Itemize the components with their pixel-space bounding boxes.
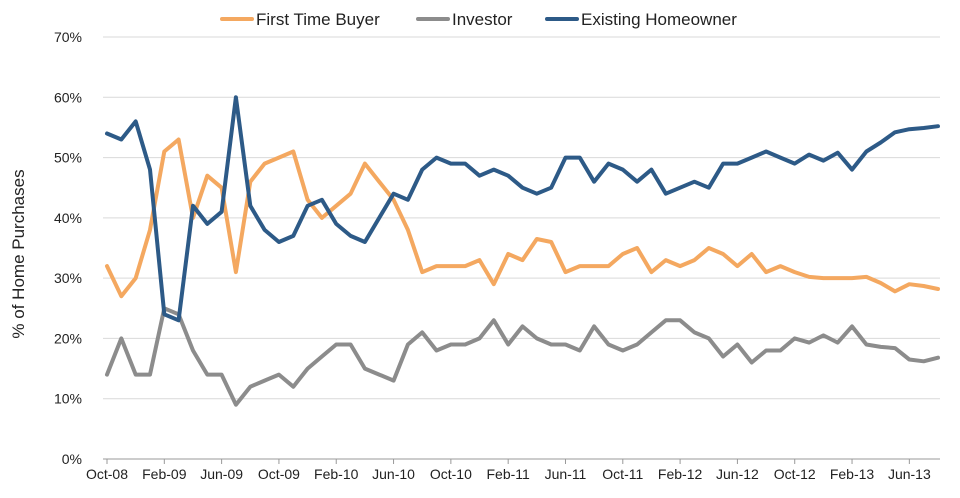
x-tick-label: Oct-12 bbox=[774, 466, 816, 482]
x-tick-label: Feb-11 bbox=[487, 466, 531, 482]
series-line-existing-homeowner bbox=[105, 95, 940, 323]
y-tick-label: 50% bbox=[54, 150, 82, 166]
x-tick-label: Oct-09 bbox=[258, 466, 300, 482]
x-tick-label: Feb-10 bbox=[314, 466, 359, 482]
y-tick-label: 60% bbox=[54, 89, 82, 105]
x-tick-label: Feb-13 bbox=[830, 466, 875, 482]
x-tick-label: Jun-12 bbox=[716, 466, 759, 482]
x-tick-label: Oct-08 bbox=[86, 466, 128, 482]
legend: First Time Buyer Investor Existing Homeown… bbox=[220, 10, 737, 29]
y-tick-label: 10% bbox=[54, 391, 82, 407]
y-tick-label: 40% bbox=[54, 210, 82, 226]
legend-label-existing-homeowner: Existing Homeowner bbox=[581, 10, 737, 29]
series-line-first-time-buyer bbox=[105, 137, 940, 299]
series-lines bbox=[105, 95, 940, 407]
x-tick-label: Jun-13 bbox=[888, 466, 931, 482]
x-tick-label: Oct-10 bbox=[430, 466, 472, 482]
y-tick-label: 20% bbox=[54, 330, 82, 346]
x-tick-label: Feb-09 bbox=[142, 466, 187, 482]
legend-label-first-time-buyer: First Time Buyer bbox=[256, 10, 380, 29]
x-tick-label: Jun-09 bbox=[200, 466, 243, 482]
series-line-investor bbox=[105, 306, 940, 407]
x-tick-label: Jun-11 bbox=[545, 466, 587, 482]
x-tick-label: Oct-11 bbox=[602, 466, 643, 482]
x-tick-label: Jun-10 bbox=[372, 466, 415, 482]
legend-label-investor: Investor bbox=[452, 10, 513, 29]
y-axis-ticks: 0% 10% 20% 30% 40% 50% 60% 70% bbox=[54, 29, 82, 467]
y-tick-label: 70% bbox=[54, 29, 82, 45]
y-axis-title: % of Home Purchases bbox=[9, 169, 28, 338]
y-tick-label: 30% bbox=[54, 270, 82, 286]
x-tick-label: Feb-12 bbox=[658, 466, 703, 482]
x-axis-ticks: Oct-08 Feb-09 Jun-09 Oct-09 Feb-10 Jun-10 Oct-… bbox=[86, 459, 931, 482]
y-tick-label: 0% bbox=[62, 451, 82, 467]
